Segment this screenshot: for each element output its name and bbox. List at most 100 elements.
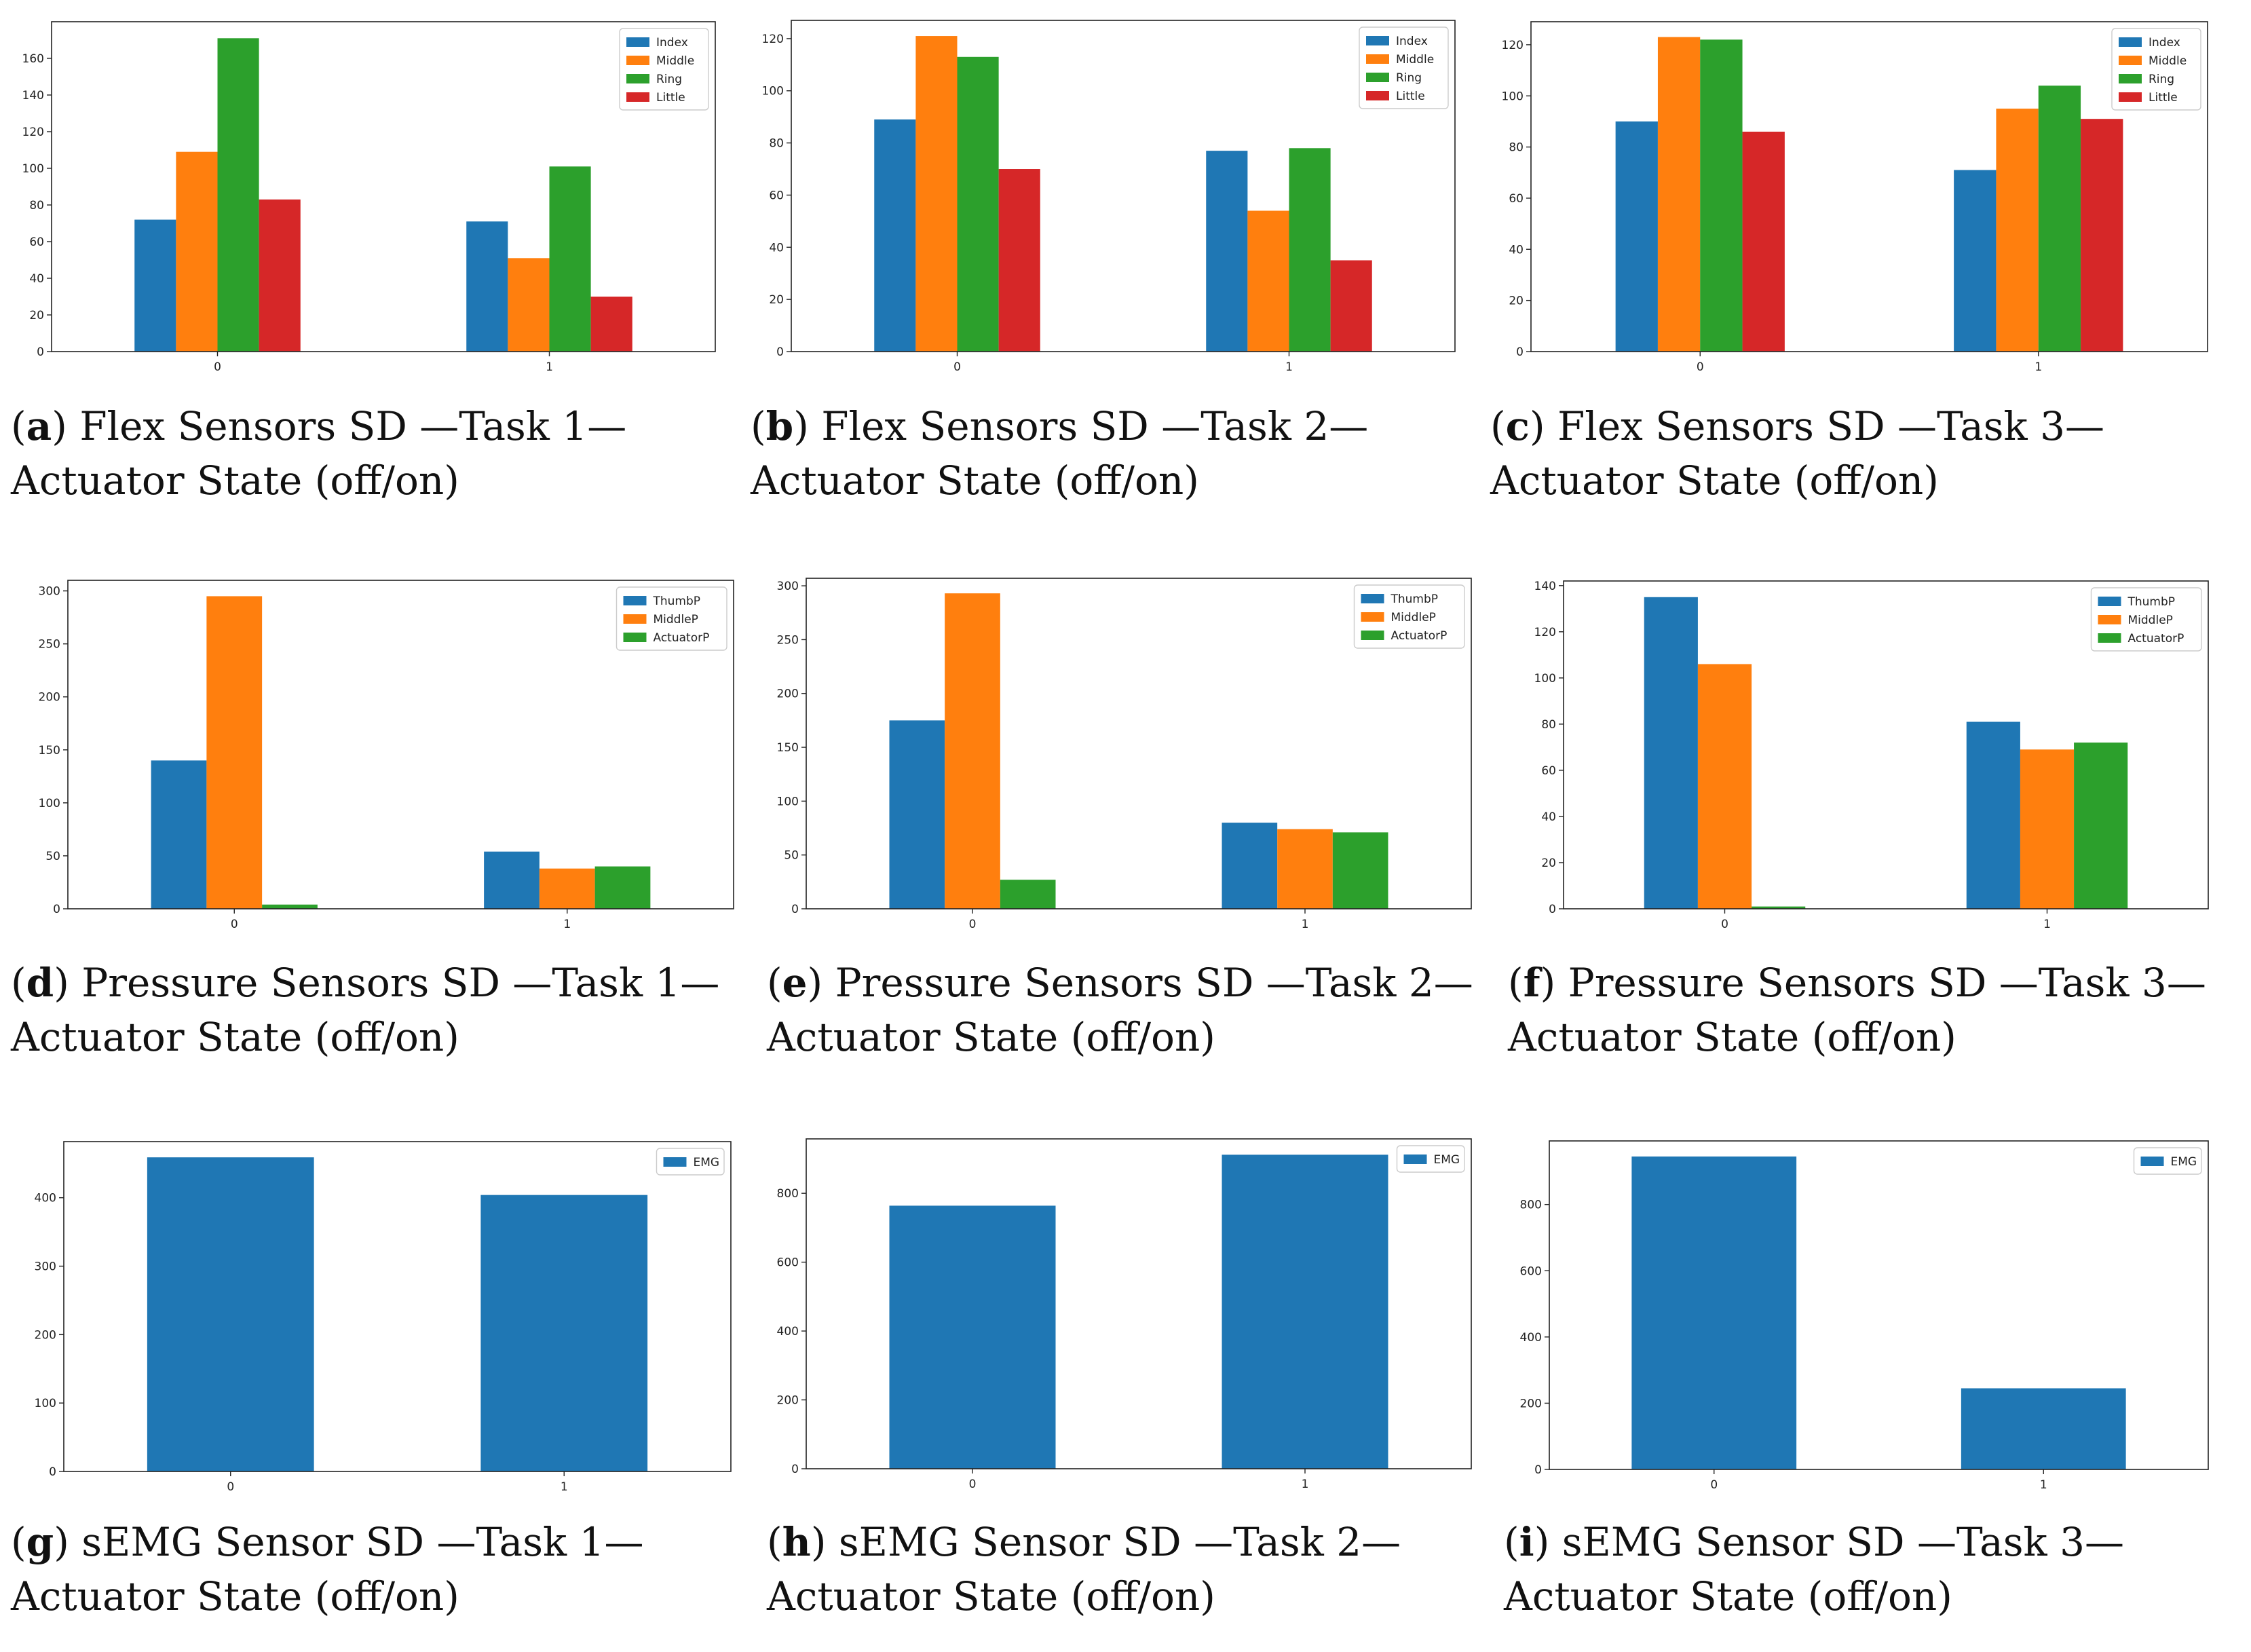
- y-tick-label: 300: [39, 585, 60, 599]
- y-tick-label: 600: [777, 1256, 799, 1270]
- caption-f: (f) Pressure Sensors SD —Task 3— Actuato…: [1508, 956, 2248, 1064]
- y-tick-label: 0: [776, 345, 784, 359]
- bar: [1615, 121, 1658, 352]
- legend-label: Little: [1396, 90, 1425, 103]
- plot-frame: [67, 580, 734, 909]
- bar: [1700, 39, 1743, 352]
- caption-subtitle: Actuator State (off/on): [1504, 1573, 1952, 1619]
- caption-title: sEMG Sensor SD —Task 1—: [81, 1519, 644, 1565]
- chart-panel-b: 0 20 40 60 80 100 120 0 1 Index Middle Ring Little: [762, 20, 1456, 374]
- caption-a: (a) Flex Sensors SD —Task 1— Actuator St…: [11, 399, 751, 508]
- legend-label: Middle: [656, 54, 694, 68]
- chart-panel-a: 0 20 40 60 80 100 120 140 160 0 1 Index Middle Ring Li…: [22, 21, 716, 374]
- plot-frame: [791, 20, 1456, 352]
- legend-label: EMG: [694, 1156, 720, 1169]
- plot-frame: [806, 1138, 1472, 1469]
- legend-swatch: [1366, 54, 1389, 64]
- x-tick-label: 0: [1710, 1478, 1718, 1492]
- y-tick-label: 200: [777, 688, 799, 701]
- caption-letter-wrap: (c): [1490, 403, 1545, 449]
- caption-subtitle: Actuator State (off/on): [767, 1573, 1215, 1619]
- caption-title: Pressure Sensors SD —Task 2—: [835, 960, 1473, 1006]
- bar: [915, 36, 958, 352]
- caption-subtitle: Actuator State (off/on): [767, 1014, 1215, 1060]
- caption-letter-wrap: (e): [767, 960, 823, 1006]
- plot-frame: [63, 1141, 732, 1472]
- bar: [2081, 119, 2123, 352]
- x-tick-label: 1: [2040, 1478, 2047, 1492]
- x-tick-label: 1: [1302, 918, 1309, 931]
- x-tick-label: 1: [2043, 918, 2051, 931]
- y-tick-label: 150: [39, 744, 60, 757]
- bar: [1697, 664, 1752, 909]
- caption-title: sEMG Sensor SD —Task 2—: [838, 1519, 1401, 1565]
- y-tick-label: 0: [37, 345, 44, 359]
- plot-frame: [51, 21, 716, 352]
- y-tick-label: 200: [39, 691, 60, 705]
- y-tick-label: 40: [29, 272, 44, 286]
- bar: [2020, 749, 2075, 909]
- bar: [1222, 823, 1278, 909]
- caption-subtitle: Actuator State (off/on): [1508, 1014, 1956, 1060]
- plot-frame: [1563, 580, 2209, 909]
- y-tick-label: 60: [1541, 764, 1556, 778]
- caption-letter-wrap: (b): [751, 403, 809, 449]
- x-tick-label: 0: [969, 1478, 977, 1491]
- y-tick-label: 200: [777, 1394, 799, 1408]
- bar: [147, 1157, 314, 1471]
- legend-swatch: [1366, 91, 1389, 100]
- bar: [217, 38, 259, 352]
- bar: [889, 720, 945, 909]
- caption-subtitle: Actuator State (off/on): [11, 457, 459, 504]
- legend-label: EMG: [2171, 1155, 2197, 1169]
- y-tick-label: 40: [1509, 243, 1524, 257]
- bar: [889, 1205, 1056, 1469]
- y-tick-label: 300: [777, 580, 799, 593]
- y-tick-label: 120: [1502, 39, 1524, 52]
- legend-swatch: [626, 74, 649, 83]
- legend-label: ThumbP: [1391, 593, 1439, 606]
- caption-letter: b: [765, 403, 794, 449]
- y-tick-label: 140: [1534, 580, 1556, 593]
- y-tick-label: 100: [35, 1397, 56, 1410]
- legend-swatch: [623, 633, 647, 642]
- y-tick-label: 20: [769, 293, 784, 307]
- legend-label: Ring: [1396, 71, 1422, 85]
- bar: [1966, 721, 2020, 909]
- y-tick-label: 120: [22, 126, 44, 139]
- caption-letter: i: [1519, 1519, 1534, 1565]
- chart-panel-c: 0 20 40 60 80 100 120 0 1 Index Middle Ring Little: [1502, 21, 2208, 374]
- y-tick-label: 100: [777, 795, 799, 808]
- caption-letter: e: [782, 960, 808, 1006]
- legend-swatch: [2119, 37, 2142, 47]
- bar: [1752, 906, 1806, 909]
- y-tick-label: 400: [35, 1192, 56, 1205]
- legend-label: Little: [2149, 91, 2178, 105]
- caption-title: Flex Sensors SD —Task 3—: [1557, 403, 2105, 449]
- bar: [1644, 597, 1698, 909]
- caption-letter: d: [26, 960, 54, 1006]
- legend-swatch: [626, 92, 649, 102]
- legend-label: EMG: [1434, 1153, 1460, 1167]
- caption-letter: a: [26, 403, 52, 449]
- caption-title: Flex Sensors SD —Task 2—: [821, 403, 1369, 449]
- x-tick-label: 0: [1721, 918, 1728, 931]
- y-tick-label: 400: [777, 1325, 799, 1338]
- y-tick-label: 100: [1534, 672, 1556, 686]
- y-tick-label: 60: [1509, 192, 1524, 206]
- bar: [1222, 1154, 1388, 1469]
- bar: [480, 1195, 648, 1471]
- bar: [2074, 743, 2128, 909]
- y-tick-label: 80: [1509, 141, 1524, 155]
- x-tick-label: 1: [2035, 360, 2042, 374]
- bar: [594, 866, 651, 909]
- legend-label: ActuatorP: [1391, 629, 1448, 643]
- bar: [2038, 86, 2081, 352]
- legend-label: ActuatorP: [654, 631, 710, 645]
- legend-label: ThumbP: [653, 595, 701, 608]
- y-tick-label: 120: [762, 33, 784, 46]
- legend-swatch: [1366, 73, 1389, 82]
- caption-letter-wrap: (f): [1508, 960, 1556, 1006]
- legend-label: Middle: [2149, 54, 2187, 68]
